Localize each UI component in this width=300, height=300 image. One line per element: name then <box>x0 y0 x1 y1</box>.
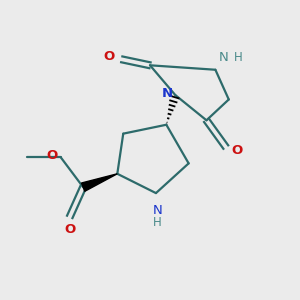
Text: N: N <box>218 51 228 64</box>
Text: O: O <box>64 223 75 236</box>
Text: O: O <box>103 50 114 63</box>
Text: N: N <box>162 87 173 100</box>
Text: N: N <box>153 204 162 218</box>
Text: O: O <box>232 143 243 157</box>
Text: H: H <box>234 51 243 64</box>
Text: H: H <box>153 216 162 229</box>
Polygon shape <box>82 174 117 191</box>
Text: O: O <box>46 149 58 162</box>
